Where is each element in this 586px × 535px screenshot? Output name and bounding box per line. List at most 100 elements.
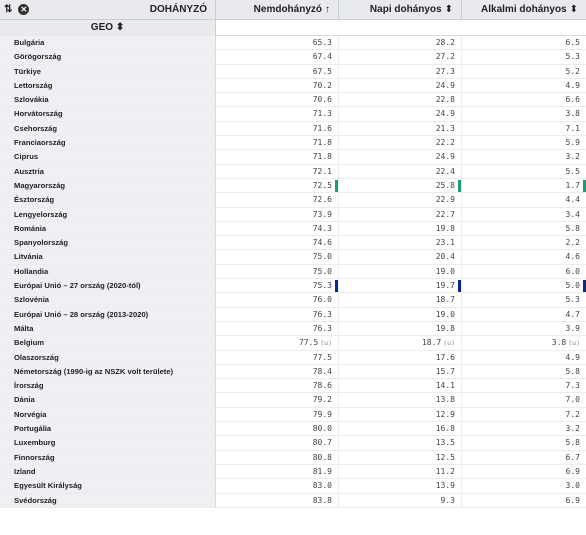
table-cell: 76.3: [216, 321, 339, 336]
close-icon[interactable]: ✕: [18, 4, 30, 15]
sort-asc-icon[interactable]: ↑: [325, 4, 330, 15]
table-row: Franciaország 71.8 22.2 5.9: [0, 136, 586, 151]
table-cell: 12.9: [339, 407, 462, 422]
row-geo-label: Egyesült Királyság: [0, 479, 216, 493]
table-cell: 13.5: [339, 436, 462, 450]
table-cell: 12.5: [339, 450, 462, 464]
table-cell: 19.0: [339, 264, 462, 279]
row-geo-label: Izland: [0, 464, 216, 479]
table-cell: 13.9: [339, 479, 462, 493]
table-cell: 18.7: [339, 293, 462, 307]
table-cell: 6.0: [565, 266, 580, 276]
table-cell: 20.4: [339, 250, 462, 264]
table-cell: 73.9: [216, 207, 339, 221]
flag-note: (u): [320, 339, 332, 348]
row-geo-label: Portugália: [0, 422, 216, 436]
table-row: Lengyelország 73.9 22.7 3.4: [0, 207, 586, 222]
table-cell: 19.7: [339, 279, 462, 293]
table-cell: 22.9: [339, 193, 462, 207]
table-row: Norvégia 79.9 12.9 7.2: [0, 407, 586, 423]
table-cell: 83.0: [216, 479, 339, 493]
table-cell: 24.9: [339, 78, 462, 93]
row-geo-label: Észtország: [0, 193, 216, 207]
row-geo-label: Horvátország: [0, 107, 216, 121]
row-geo-label: Svédország: [0, 493, 216, 507]
table-row: Németország (1990-ig az NSZK volt terüle…: [0, 364, 586, 380]
table-cell: 79.2: [216, 393, 339, 407]
table-cell: 71.8: [216, 150, 339, 164]
row-geo-label: Szlovákia: [0, 93, 216, 107]
table-row: Csehország 71.6 21.3 7.1: [0, 121, 586, 137]
flag-note: (u): [568, 339, 580, 348]
geo-sort-header[interactable]: GEO ⬍: [0, 20, 216, 36]
table-cell: 6.9: [565, 495, 580, 505]
highlight-marker: [458, 280, 461, 293]
table-cell: 78.4: [216, 364, 339, 379]
table-cell: 80.0: [216, 422, 339, 436]
table-cell: 76.0: [216, 293, 339, 307]
sort-icon[interactable]: ⬍: [444, 4, 453, 15]
row-geo-label: Ausztria: [0, 164, 216, 178]
table-cell: 16.8: [339, 422, 462, 436]
row-geo-label: Dánia: [0, 393, 216, 407]
row-geo-label: Franciaország: [0, 136, 216, 150]
table-cell: 71.6: [216, 121, 339, 136]
highlight-marker: [583, 179, 586, 192]
table-cell: 4.9: [565, 80, 580, 90]
table-cell: 5.9: [565, 138, 580, 148]
table-row: Hollandia 75.0 19.0 6.0: [0, 264, 586, 280]
table-cell: 2.2: [565, 238, 580, 248]
header-corner: ⇅ ✕ DOHÁNYZÓ: [0, 0, 216, 19]
table-cell: 72.5: [216, 178, 339, 193]
table-row: Görögország 67.4 27.2 5.3: [0, 50, 586, 65]
table-cell: 19.8: [339, 221, 462, 236]
table-cell: 71.3: [216, 107, 339, 121]
table-cell: 74.6: [216, 236, 339, 250]
table-cell: 5.8: [565, 366, 580, 376]
table-row: Portugália 80.0 16.8 3.2: [0, 422, 586, 437]
table-cell: 6.7: [565, 452, 580, 462]
highlight-marker: [458, 179, 461, 192]
row-geo-label: Hollandia: [0, 264, 216, 279]
table-cell: 22.2: [339, 136, 462, 150]
table-cell: 70.6: [216, 93, 339, 107]
row-geo-label: Görögország: [0, 50, 216, 64]
table-row: Európai Unió – 28 ország (2013-2020) 76.3…: [0, 307, 586, 322]
table-cell: 80.7: [216, 436, 339, 450]
table-cell: 78.6: [216, 379, 339, 393]
sort-icon[interactable]: ⬍: [115, 22, 125, 33]
table-cell: 13.8: [339, 393, 462, 407]
table-row: Bulgária 65.3 28.2 6.5: [0, 36, 586, 51]
table-row: Szlovénia 76.0 18.7 5.3: [0, 293, 586, 308]
table-cell: 17.6: [339, 350, 462, 364]
dimension-label: DOHÁNYZÓ: [149, 4, 207, 15]
row-geo-label: Norvégia: [0, 407, 216, 422]
table-cell: 3.4: [565, 209, 580, 219]
table-cell: 3.2: [565, 424, 580, 434]
table-cell: 19.8: [339, 321, 462, 336]
table-cell: 70.2: [216, 78, 339, 93]
row-geo-label: Belgium: [0, 336, 216, 350]
column-header-napi[interactable]: Napi dohányos ⬍: [339, 0, 462, 19]
table-cell: 5.3: [565, 295, 580, 305]
table-cell: 65.3: [216, 36, 339, 50]
table-cell: 6.9: [565, 466, 580, 476]
table-cell: 72.6: [216, 193, 339, 207]
table-cell: 7.1: [565, 123, 580, 133]
row-geo-label: Málta: [0, 321, 216, 336]
row-geo-label: Csehország: [0, 121, 216, 136]
table-cell: 24.9: [339, 107, 462, 121]
row-geo-label: Luxemburg: [0, 436, 216, 450]
sort-icon[interactable]: ⬍: [569, 4, 578, 15]
table-cell: 4.9: [565, 352, 580, 362]
column-header-alkalmi[interactable]: Alkalmi dohányos ⬍: [481, 4, 578, 15]
row-geo-label: Európai Unió – 28 ország (2013-2020): [0, 307, 216, 321]
table-cell: 3.8 (u): [551, 338, 580, 348]
table-row: Dánia 79.2 13.8 7.0: [0, 393, 586, 408]
table-cell: 3.9: [565, 323, 580, 333]
table-row: Lettország 70.2 24.9 4.9: [0, 78, 586, 94]
column-header-nemdohanyzo[interactable]: Nemdohányzó ↑: [216, 0, 339, 19]
row-geo-label: Olaszország: [0, 350, 216, 364]
swap-axes-icon[interactable]: ⇅: [4, 4, 13, 15]
table-cell: 67.4: [216, 50, 339, 64]
